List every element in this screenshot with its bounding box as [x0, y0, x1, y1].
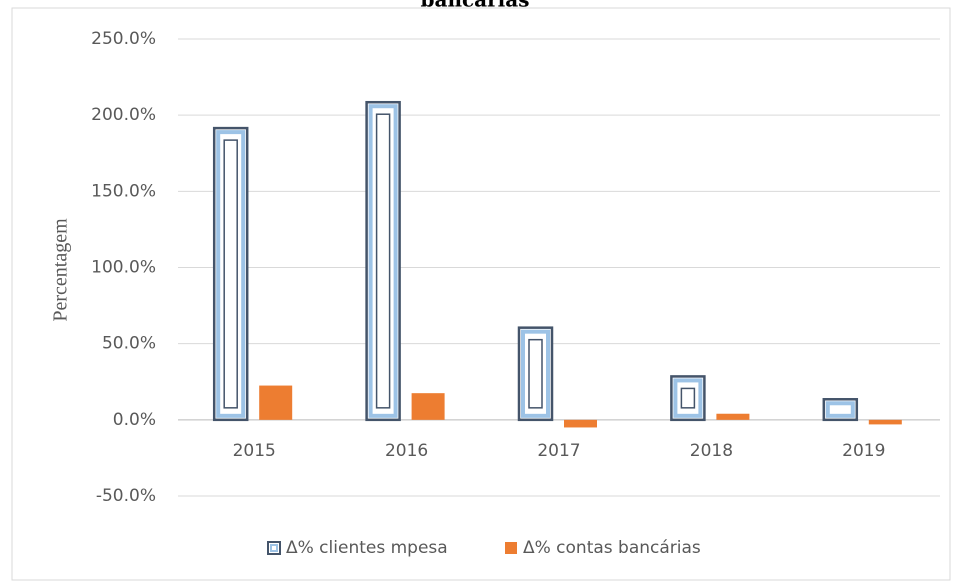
bar-core — [223, 139, 238, 409]
bar — [716, 413, 750, 420]
legend-swatch — [267, 541, 281, 555]
y-axis-label: Percentagem — [50, 218, 72, 322]
x-tick-label: 2018 — [690, 441, 733, 461]
y-tick-label: 0.0% — [113, 410, 156, 430]
bar-inner — [368, 104, 398, 418]
y-tick-label: 250.0% — [91, 29, 156, 49]
y-tick-label: 50.0% — [102, 334, 156, 354]
x-tick-label: 2017 — [537, 441, 580, 461]
bar-core — [375, 113, 391, 409]
x-tick-label: 2019 — [842, 441, 885, 461]
bar — [259, 385, 293, 420]
bar-inner — [521, 329, 550, 418]
bar-core — [528, 338, 543, 409]
bar — [564, 419, 597, 428]
y-tick-label: -50.0% — [96, 486, 156, 506]
bar-inner — [216, 130, 246, 418]
bar — [868, 419, 902, 425]
y-tick-label: 100.0% — [91, 258, 156, 278]
x-tick-label: 2015 — [233, 441, 276, 461]
y-tick-label: 200.0% — [91, 105, 156, 125]
bar-core — [680, 387, 696, 409]
bar-inner — [673, 378, 703, 418]
chart-frame — [11, 7, 951, 581]
bar-inner — [825, 401, 855, 418]
legend-swatch-inner — [270, 544, 278, 552]
y-tick-label: 150.0% — [91, 181, 156, 201]
legend-label: Δ% contas bancárias — [523, 538, 701, 558]
bar — [411, 393, 445, 420]
chart-title: bancárias — [421, 0, 530, 12]
legend-label: Δ% clientes mpesa — [286, 538, 448, 558]
legend-swatch — [505, 542, 517, 554]
x-tick-label: 2016 — [385, 441, 428, 461]
